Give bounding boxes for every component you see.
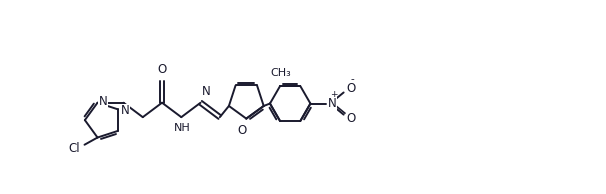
Text: CH₃: CH₃ (271, 68, 291, 78)
Text: O: O (347, 113, 356, 126)
Text: Cl: Cl (68, 142, 80, 155)
Text: O: O (158, 63, 167, 76)
Text: +: + (330, 90, 338, 99)
Text: -: - (350, 74, 354, 84)
Text: NH: NH (174, 123, 191, 133)
Text: N: N (99, 95, 108, 108)
Text: O: O (238, 124, 247, 137)
Text: N: N (328, 97, 336, 110)
Text: N: N (202, 85, 211, 98)
Text: N: N (121, 104, 129, 117)
Text: O: O (347, 82, 356, 95)
